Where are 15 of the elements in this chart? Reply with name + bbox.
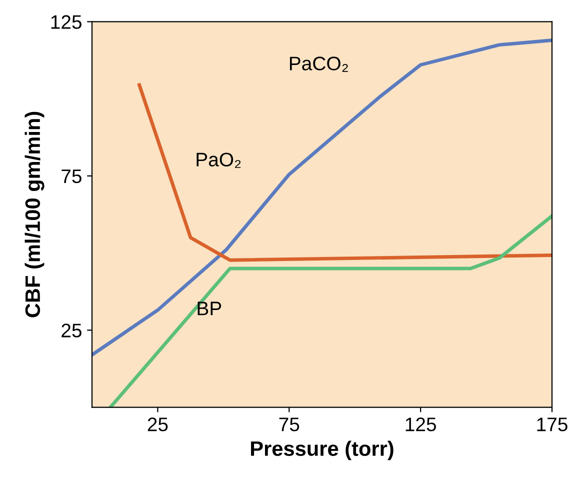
series-label: PaO₂ xyxy=(196,152,241,168)
line-series xyxy=(92,38,552,357)
y-tick-label: 75 xyxy=(62,170,82,184)
x-tick-label: 25 xyxy=(148,418,168,432)
line-series xyxy=(108,214,552,408)
y-axis-title: CBF (ml/100 gm/min) xyxy=(24,112,44,318)
y-tick-label: 125 xyxy=(51,15,82,29)
x-tick-label: 125 xyxy=(406,418,436,432)
x-tick-label: 175 xyxy=(537,418,568,432)
text: PaCO₂ xyxy=(290,56,348,72)
x-axis-title: Pressure (torr) xyxy=(251,440,394,460)
line-series xyxy=(138,83,552,262)
x-tick-label: 75 xyxy=(279,418,300,432)
series-label: BP xyxy=(198,302,222,316)
y-tick-label: 25 xyxy=(62,324,82,338)
